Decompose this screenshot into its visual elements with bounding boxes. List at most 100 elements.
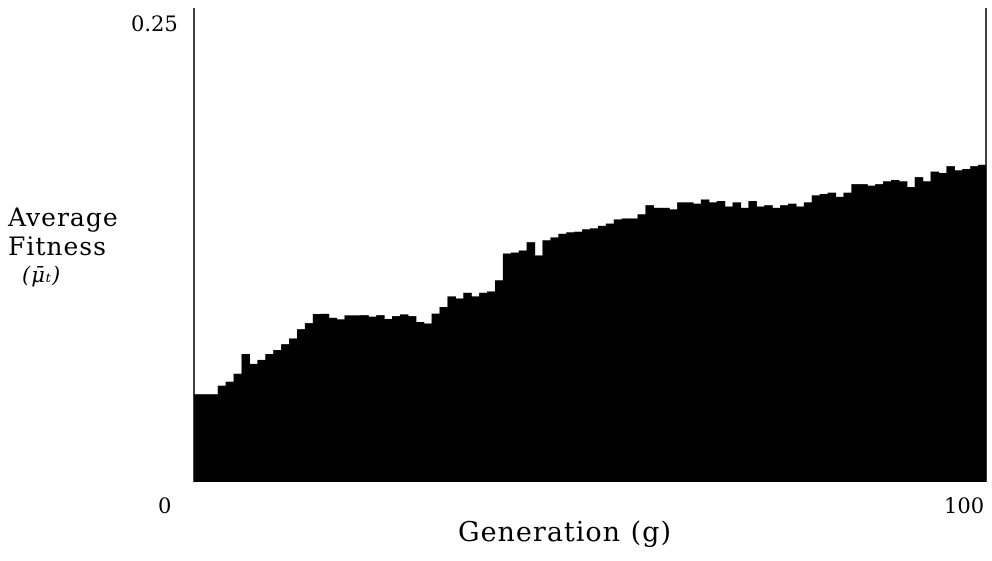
bar-generation-25 (384, 318, 393, 482)
bar-generation-97 (954, 170, 963, 483)
bar-generation-52 (597, 225, 607, 482)
bar-generation-35 (463, 292, 472, 482)
bar-generation-84 (851, 184, 860, 482)
bar-generation-67 (716, 201, 726, 482)
bar-generation-56 (629, 218, 639, 482)
bar-generation-26 (392, 316, 401, 482)
bar-generation-24 (376, 315, 385, 482)
bar-generation-70 (740, 207, 749, 482)
bar-generation-47 (558, 233, 567, 482)
bar-generation-17 (320, 313, 330, 482)
bar-generation-50 (582, 229, 591, 482)
bar-generation-88 (883, 181, 892, 483)
bar-generation-1 (194, 394, 203, 482)
bar-generation-20 (344, 315, 353, 482)
bar-generation-76 (788, 203, 797, 483)
bar-generation-30 (423, 323, 433, 482)
bar-generation-42 (518, 250, 528, 482)
bar-generation-77 (795, 206, 805, 482)
bar-generation-48 (566, 232, 575, 482)
bar-generation-4 (217, 385, 227, 482)
bar-generation-83 (843, 192, 852, 483)
bar-generation-86 (867, 185, 876, 482)
bar-generation-18 (328, 317, 338, 482)
bar-generation-36 (471, 296, 480, 482)
bar-generation-7 (241, 354, 251, 482)
bar-generation-14 (296, 329, 306, 482)
bar-generation-19 (336, 319, 346, 482)
bar-generation-78 (803, 202, 813, 482)
bar-generation-98 (962, 168, 971, 482)
bar-generation-75 (780, 205, 789, 482)
bar-generation-61 (669, 209, 678, 483)
bar-generation-43 (526, 242, 536, 482)
bar-generation-99 (970, 166, 979, 482)
bar-generation-10 (265, 354, 274, 482)
bar-generation-95 (938, 172, 947, 482)
bar-generation-73 (764, 205, 773, 482)
bar-generation-15 (304, 323, 314, 482)
bar-generation-13 (289, 338, 298, 482)
y-tick-label-bottom: 0 (158, 494, 172, 518)
bar-generation-21 (352, 315, 361, 482)
bar-generation-65 (700, 199, 710, 482)
bar-generation-55 (621, 218, 631, 482)
bar-generation-87 (875, 184, 884, 482)
bar-generation-93 (922, 181, 932, 483)
bar-generation-49 (574, 231, 583, 482)
bar-generation-37 (479, 292, 488, 482)
bar-generation-62 (677, 202, 686, 482)
bar-generation-60 (661, 207, 670, 482)
bar-generation-96 (946, 166, 955, 482)
bar-generation-33 (447, 296, 456, 482)
bar-generation-100 (978, 164, 987, 483)
y-axis-label-line2: Fitness (8, 232, 107, 261)
bar-generation-89 (890, 179, 900, 482)
bar-generation-39 (494, 280, 504, 482)
bar-generation-29 (415, 321, 425, 482)
bar-generation-45 (542, 240, 551, 482)
bars-group (194, 164, 987, 483)
bar-generation-57 (637, 214, 647, 482)
bar-generation-85 (859, 184, 868, 482)
bar-generation-16 (312, 314, 322, 482)
bar-generation-32 (439, 307, 449, 482)
bar-generation-46 (550, 237, 559, 482)
y-axis-label-line3: (μ̄ₜ) (22, 263, 62, 287)
bar-generation-28 (407, 316, 417, 482)
bar-generation-58 (645, 205, 654, 482)
bar-generation-44 (534, 255, 544, 482)
bar-generation-91 (906, 186, 916, 483)
bar-generation-72 (756, 206, 765, 482)
bar-generation-8 (249, 363, 258, 482)
bar-generation-80 (819, 194, 829, 482)
bar-generation-92 (914, 177, 924, 482)
bar-generation-51 (590, 228, 599, 482)
bar-generation-66 (708, 202, 718, 482)
y-axis-label-line1: Average (8, 203, 119, 232)
bar-generation-68 (724, 206, 734, 482)
y-tick-label-top: 0.25 (131, 12, 178, 36)
bar-generation-34 (455, 298, 464, 482)
bar-generation-71 (748, 201, 757, 482)
bar-generation-41 (510, 252, 520, 482)
bar-generation-9 (257, 359, 266, 482)
bar-generation-53 (605, 223, 615, 482)
bar-generation-11 (273, 350, 282, 482)
x-axis-label: Generation (g) (458, 517, 672, 548)
bar-generation-94 (930, 171, 940, 482)
bar-generation-27 (399, 314, 409, 482)
bar-generation-74 (772, 207, 781, 482)
bar-generation-82 (835, 196, 845, 482)
bar-generation-23 (368, 316, 377, 482)
bar-generation-69 (732, 202, 742, 482)
x-tick-label-end: 100 (944, 494, 985, 518)
bar-generation-81 (827, 192, 837, 483)
bar-generation-12 (281, 344, 290, 482)
bar-generation-54 (613, 219, 623, 482)
bar-generation-40 (502, 253, 512, 482)
bar-generation-38 (487, 291, 496, 482)
bar-generation-31 (431, 313, 441, 482)
bar-generation-90 (898, 181, 908, 483)
